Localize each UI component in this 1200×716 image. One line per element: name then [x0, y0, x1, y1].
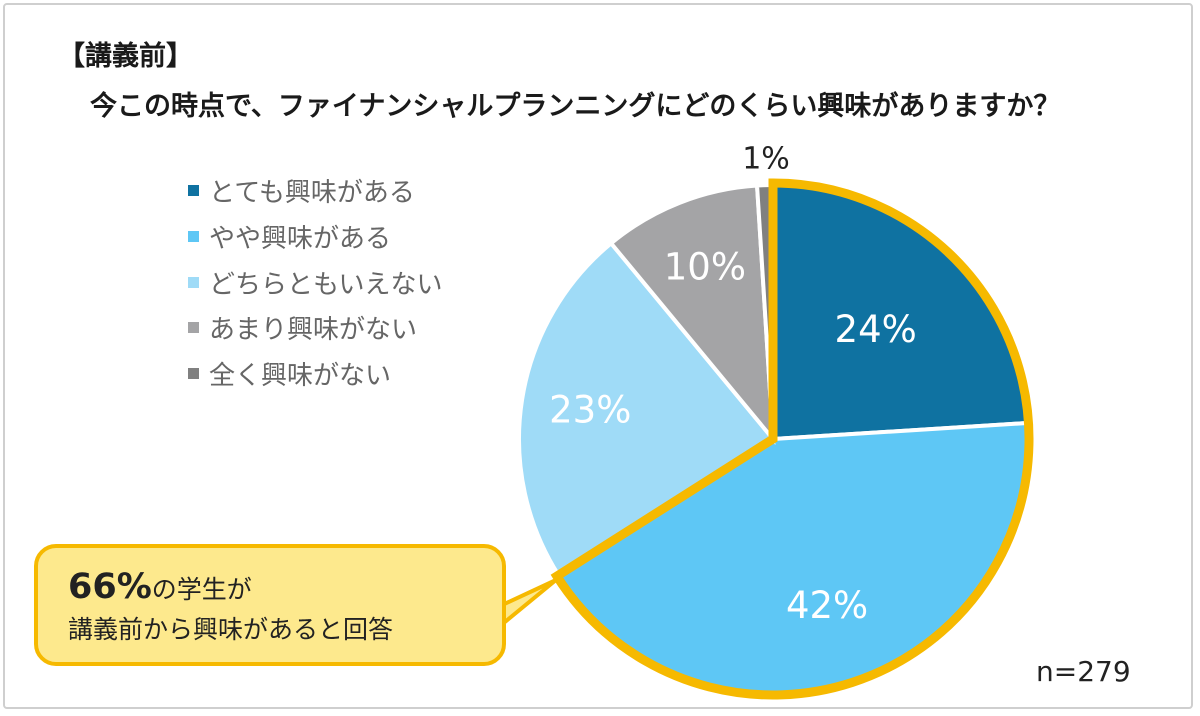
pie-label-4: 1% — [742, 142, 790, 177]
pie-slices — [517, 182, 1029, 695]
legend-item-2: どちらともいえない — [188, 259, 442, 305]
legend-swatch-3 — [188, 322, 199, 334]
highlight-outline — [550, 178, 1034, 700]
chart-subtitle: 今この時点で、ファイナンシャルプランニングにどのくらい興味がありますか？ — [90, 91, 1061, 122]
legend: とても興味がある やや興味がある どちらともいえない あまり興味がない 全く興味… — [188, 168, 442, 396]
legend-item-4: 全く興味がない — [188, 351, 442, 397]
callout-line-1: 66%の学生が — [68, 568, 502, 609]
pie-slice-3 — [608, 183, 776, 446]
chart-title: 【講義前】 — [58, 41, 193, 72]
pie-label-2: 23% — [549, 389, 631, 432]
callout-line1-rest: の学生が — [151, 575, 252, 604]
callout-line-2: 講義前から興味があると回答 — [68, 615, 394, 644]
legend-label-0: とても興味がある — [209, 178, 415, 209]
legend-item-1: やや興味がある — [188, 214, 442, 260]
legend-swatch-2 — [188, 276, 199, 288]
legend-item-0: とても興味がある — [188, 168, 442, 214]
pie-label-1: 42% — [786, 584, 868, 627]
callout-box: 66%の学生が 講義前から興味があると回答 — [34, 544, 506, 666]
callout-percent: 66% — [68, 567, 152, 607]
legend-label-2: どちらともいえない — [209, 269, 443, 300]
legend-swatch-4 — [188, 368, 199, 380]
pie-label-3: 10% — [664, 245, 746, 288]
sample-size: n=279 — [1036, 655, 1131, 688]
legend-swatch-1 — [188, 231, 199, 243]
pie-labels: 24% 42% 23% 10% 1% — [549, 142, 917, 627]
pie-label-0: 24% — [835, 308, 917, 351]
legend-label-4: 全く興味がない — [209, 361, 392, 392]
legend-label-1: やや興味がある — [209, 224, 392, 255]
pie-slice-2 — [517, 240, 776, 578]
callout-pointer — [498, 578, 558, 628]
legend-label-3: あまり興味がない — [209, 315, 418, 346]
legend-item-3: あまり興味がない — [188, 305, 442, 351]
legend-swatch-0 — [188, 185, 199, 197]
